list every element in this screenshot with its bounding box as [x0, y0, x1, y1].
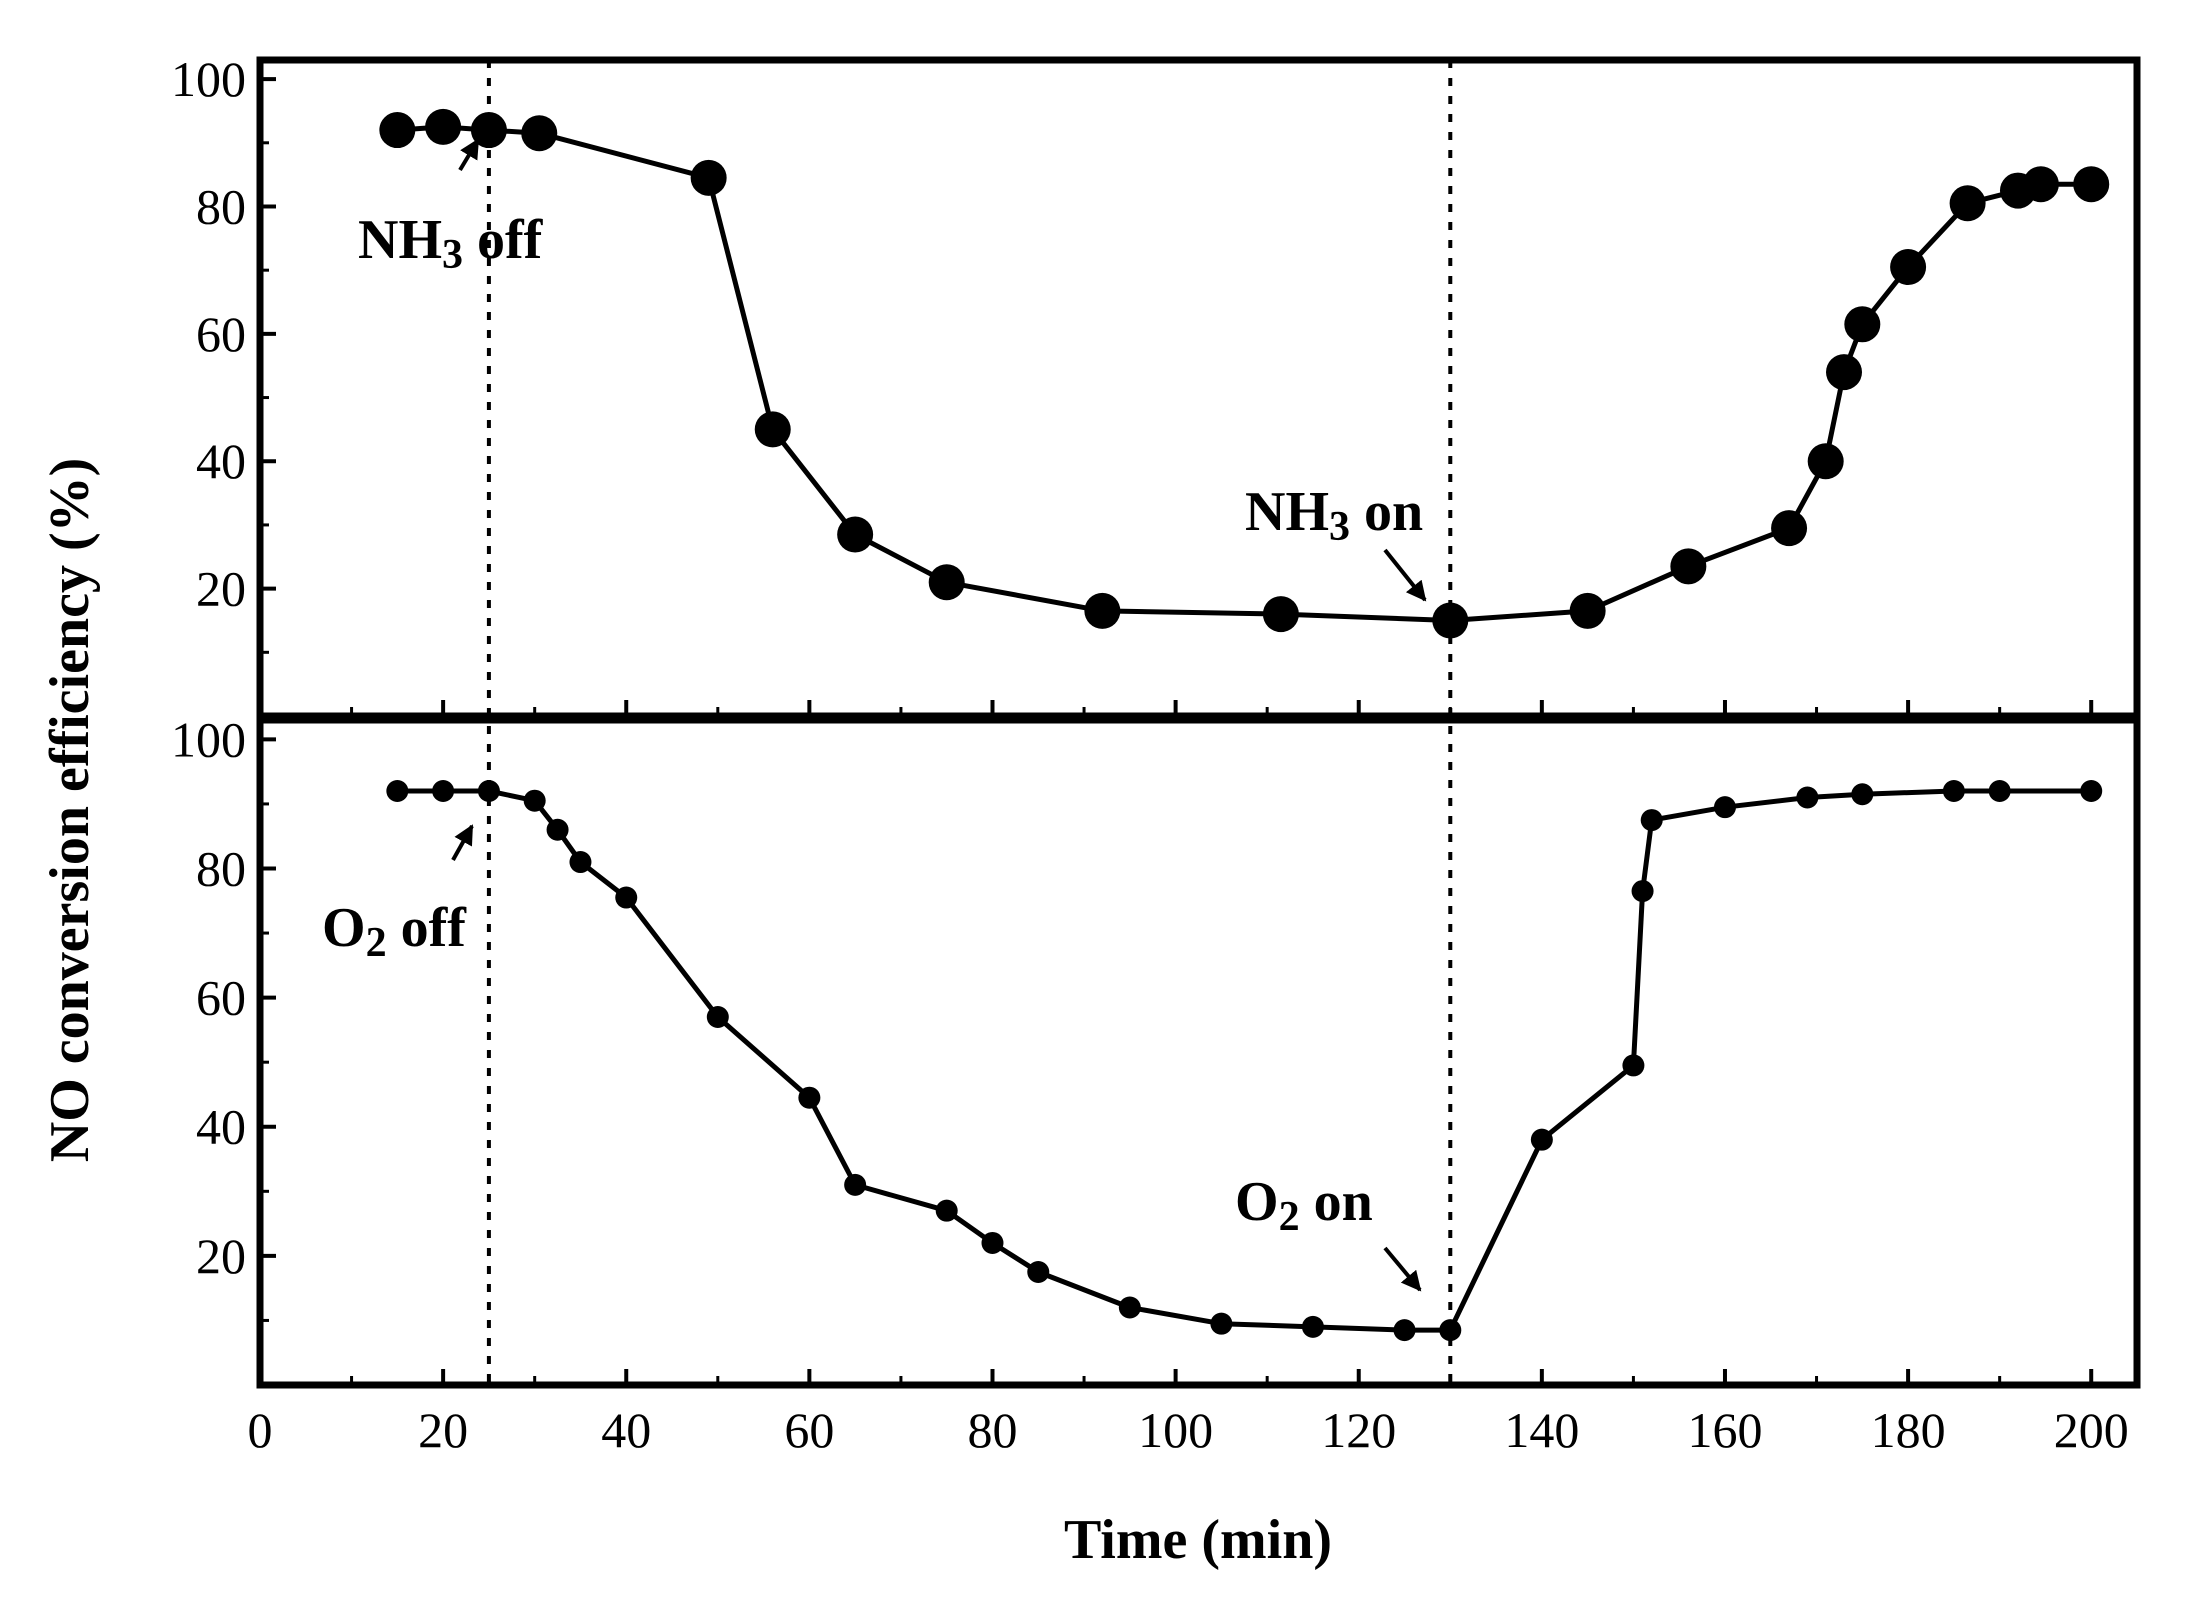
y-tick-label: 80	[196, 840, 246, 896]
data-point	[615, 886, 638, 909]
x-tick-label: 200	[2054, 1402, 2129, 1458]
data-point	[928, 564, 965, 601]
data-point	[1027, 1261, 1050, 1284]
annotation-label: O2 off	[322, 897, 467, 966]
x-tick-label: 180	[1871, 1402, 1946, 1458]
data-point	[2073, 166, 2110, 203]
data-point	[1622, 1054, 1645, 1077]
annotation-main: O	[322, 897, 366, 959]
data-point	[1851, 783, 1874, 806]
data-point	[981, 1231, 1004, 1254]
data-point	[706, 1005, 729, 1028]
data-point	[386, 780, 409, 803]
annotation-arrow	[451, 824, 474, 861]
y-tick-label: 80	[196, 178, 246, 234]
x-tick-label: 140	[1504, 1402, 1579, 1458]
annotation-subscript: 3	[1329, 504, 1350, 550]
data-point	[1262, 596, 1299, 633]
annotation-subscript: 2	[366, 920, 387, 966]
data-point	[1670, 548, 1707, 585]
data-point	[1890, 248, 1927, 285]
data-point	[1844, 306, 1881, 343]
series-line	[397, 124, 2092, 623]
y-tick-label: 20	[196, 561, 246, 617]
data-point	[1530, 1128, 1553, 1151]
y-tick-label: 60	[196, 970, 246, 1026]
data-point	[1631, 880, 1654, 903]
data-point	[521, 115, 558, 152]
series-line	[397, 788, 2092, 1333]
y-tick-label: 40	[196, 433, 246, 489]
annotation-tail: on	[1300, 1171, 1373, 1233]
data-point	[1713, 796, 1736, 819]
data-point	[754, 411, 791, 448]
data-point	[1210, 1312, 1233, 1335]
data-point	[1084, 592, 1121, 629]
data-point	[935, 1199, 958, 1222]
annotation-label: NH3 on	[1245, 481, 1423, 550]
data-point	[523, 789, 546, 812]
data-point	[1826, 354, 1863, 391]
y-tick-label: 60	[196, 306, 246, 362]
data-point	[477, 780, 500, 803]
data-point	[2022, 166, 2059, 203]
annotation-arrow	[1383, 1246, 1422, 1292]
data-point	[2080, 780, 2103, 803]
data-point	[1771, 510, 1808, 547]
data-point	[425, 108, 462, 145]
annotation-main: NH	[358, 209, 442, 271]
annotation-arrow	[458, 138, 480, 172]
data-point	[470, 112, 507, 149]
annotation-tail: off	[463, 209, 544, 271]
data-point	[1942, 780, 1965, 803]
data-point	[1949, 185, 1986, 222]
y-axis-title: NO conversion efficiency (%)	[39, 458, 101, 1162]
x-tick-label: 40	[601, 1402, 651, 1458]
data-point	[1393, 1319, 1416, 1342]
data-point	[1988, 780, 2011, 803]
data-point	[569, 851, 592, 874]
data-point	[837, 516, 874, 553]
data-point	[1301, 1315, 1324, 1338]
x-tick-label: 160	[1687, 1402, 1762, 1458]
annotation-arrow	[1383, 548, 1427, 602]
annotation-subscript: 3	[442, 232, 463, 278]
x-tick-label: 60	[784, 1402, 834, 1458]
data-point	[1569, 592, 1606, 629]
x-tick-label: 0	[248, 1402, 273, 1458]
annotation-label: O2 on	[1235, 1171, 1373, 1240]
annotation-label: NH3 off	[358, 209, 544, 278]
data-point	[379, 112, 416, 149]
annotation-tail: on	[1350, 481, 1423, 543]
data-point	[1807, 443, 1844, 480]
data-point	[546, 818, 569, 841]
data-point	[798, 1086, 821, 1109]
data-point	[1640, 809, 1663, 832]
plot-frame	[256, 56, 2141, 720]
y-tick-label: 40	[196, 1099, 246, 1155]
y-tick-label: 20	[196, 1228, 246, 1284]
data-point	[844, 1173, 867, 1196]
data-point	[1796, 786, 1819, 809]
x-tick-label: 120	[1321, 1402, 1396, 1458]
annotation-main: O	[1235, 1171, 1279, 1233]
data-point	[1439, 1319, 1462, 1342]
x-tick-label: 20	[418, 1402, 468, 1458]
data-point	[1118, 1296, 1141, 1319]
x-tick-label: 100	[1138, 1402, 1213, 1458]
data-point	[432, 780, 455, 803]
x-tick-label: 80	[967, 1402, 1017, 1458]
annotation-main: NH	[1245, 481, 1329, 543]
y-tick-label: 100	[171, 711, 246, 767]
y-tick-label: 100	[171, 51, 246, 107]
plot-frame	[256, 716, 2141, 1389]
x-axis-title: Time (min)	[1064, 1509, 1332, 1571]
annotation-tail: off	[387, 897, 468, 959]
data-point	[690, 159, 727, 196]
annotation-subscript: 2	[1279, 1194, 1300, 1240]
